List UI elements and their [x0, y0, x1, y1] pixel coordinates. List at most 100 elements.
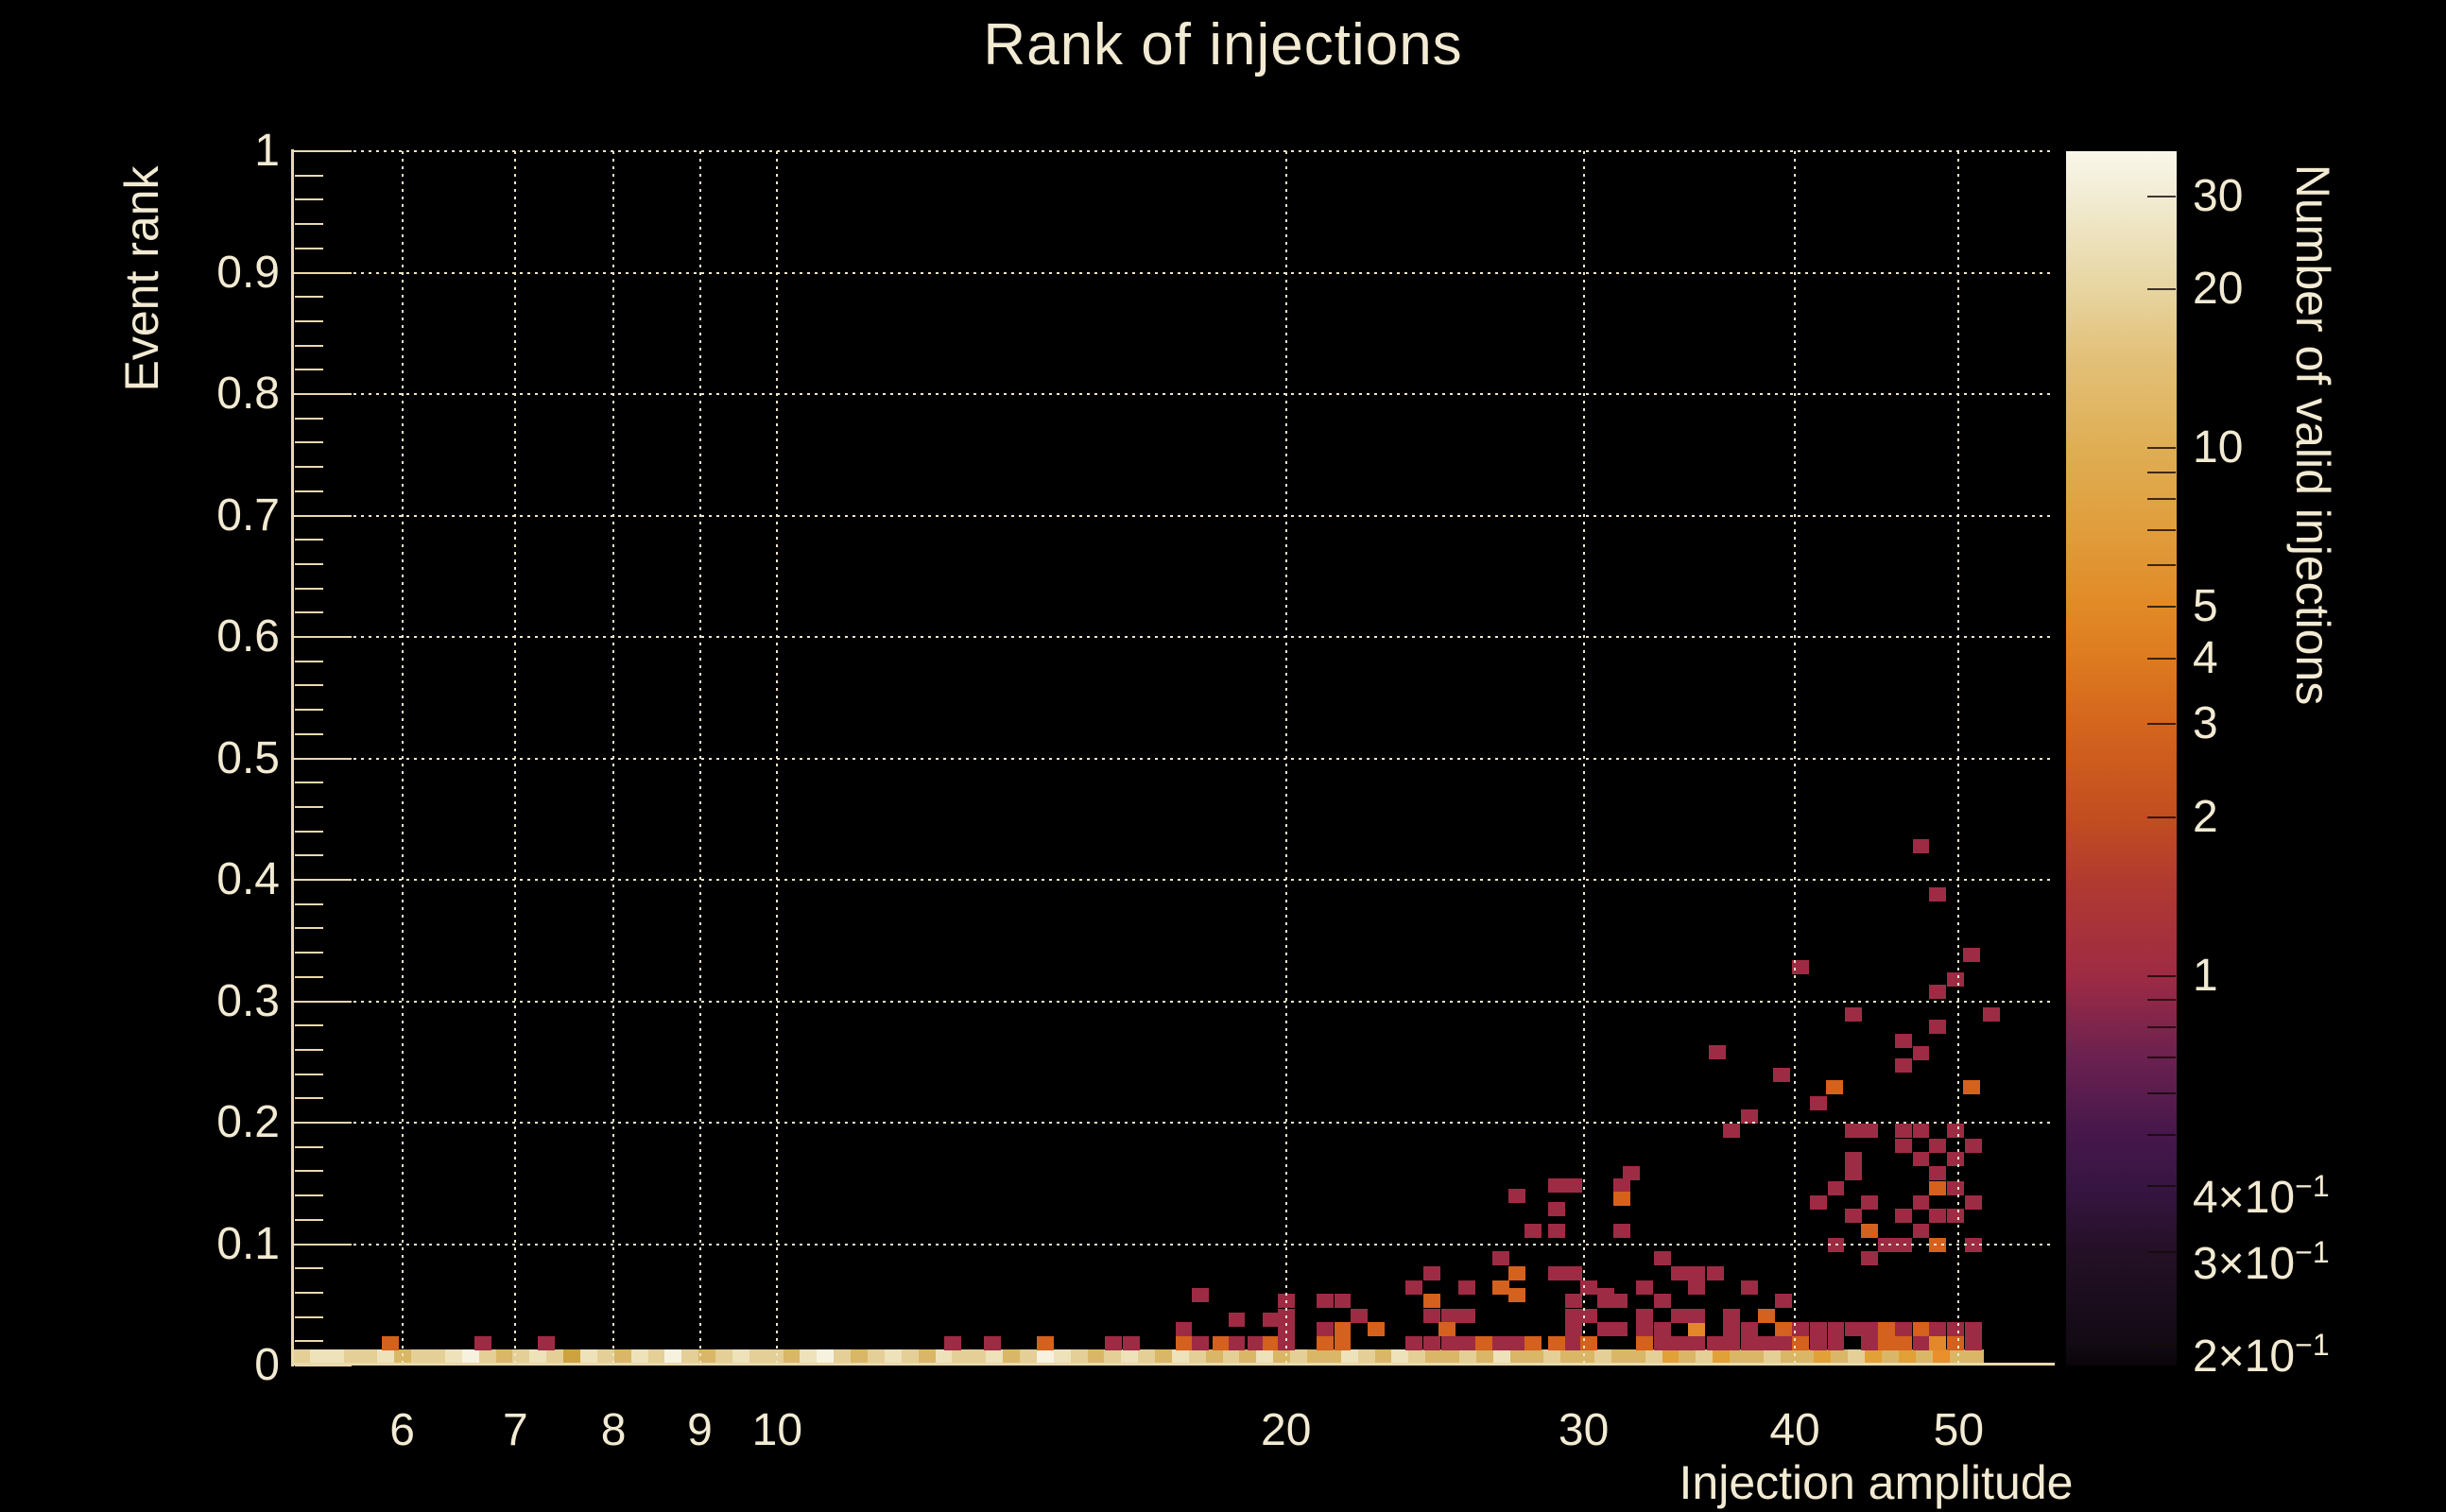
heatmap-cell	[1791, 960, 1809, 975]
heatmap-cell	[1175, 1336, 1193, 1351]
heatmap-cell	[1947, 1209, 1965, 1224]
bottom-row-bin	[377, 1349, 395, 1363]
heatmap-cell	[1613, 1223, 1630, 1238]
heatmap-cell	[1895, 1058, 1913, 1074]
bottom-row-bin	[1882, 1349, 1900, 1363]
colorbar-tick-label: 2	[2193, 791, 2218, 842]
colorbar-title: Number of valid injections	[2286, 163, 2339, 706]
bottom-row-bin	[1848, 1349, 1866, 1363]
heatmap-cell	[1611, 1294, 1628, 1309]
heatmap-cell	[1723, 1336, 1741, 1351]
bottom-row-bin	[1188, 1349, 1207, 1363]
bottom-row-bin	[851, 1349, 869, 1363]
bottom-row-bin	[1290, 1349, 1308, 1363]
y-minor-tick	[295, 1097, 323, 1100]
heatmap-cell	[1912, 838, 1930, 853]
heatmap-cell	[1929, 1321, 1947, 1336]
colorbar-tick-label: 1	[2193, 950, 2218, 1001]
y-minor-tick	[295, 1170, 323, 1173]
bottom-row-bin	[1966, 1349, 1984, 1363]
x-axis-title: Injection amplitude	[1679, 1456, 2074, 1509]
bottom-row-bin	[1645, 1349, 1663, 1363]
heatmap-cell	[1861, 1124, 1879, 1139]
bottom-row-bin	[1628, 1349, 1646, 1363]
heatmap-cell	[1947, 1321, 1965, 1336]
y-minor-tick	[295, 174, 323, 177]
heatmap-cell	[1248, 1336, 1265, 1351]
y-major-tick	[295, 879, 352, 881]
heatmap-cell	[1741, 1336, 1758, 1351]
heatmap-cell	[1895, 1321, 1913, 1336]
heatmap-cell	[1611, 1321, 1628, 1336]
bottom-row-bin	[411, 1349, 429, 1363]
heatmap-cell	[1775, 1336, 1793, 1351]
heatmap-cell	[1508, 1287, 1526, 1302]
heatmap-cell	[1636, 1308, 1654, 1323]
chart-title: Rank of injections	[983, 12, 1463, 77]
bottom-row-bin	[1239, 1349, 1257, 1363]
bottom-row-bin	[1780, 1349, 1799, 1363]
bottom-row-bin	[1425, 1349, 1443, 1363]
colorbar-tick	[2147, 1344, 2176, 1347]
bottom-row-bin	[428, 1349, 446, 1363]
colorbar-tick	[2147, 974, 2176, 977]
colorbar-tick-label: 2×10−1	[2193, 1328, 2330, 1383]
y-minor-tick	[295, 1073, 323, 1075]
bottom-row-bin	[1746, 1349, 1765, 1363]
heatmap-cell	[1441, 1308, 1458, 1323]
heatmap-cell	[1912, 1336, 1930, 1351]
bottom-row-bin	[766, 1349, 784, 1363]
y-tick-label: 0	[254, 1340, 280, 1390]
bottom-row-bin	[1543, 1349, 1561, 1363]
y-minor-tick	[295, 1267, 323, 1270]
bottom-row-bin	[1256, 1349, 1274, 1363]
colorbar-tick	[2147, 471, 2176, 473]
heatmap-cell	[1964, 1336, 1982, 1351]
heatmap-cell	[1895, 1209, 1913, 1224]
y-minor-tick	[295, 417, 323, 420]
heatmap-cell	[1458, 1280, 1476, 1296]
colorbar-tick-label: 4×10−1	[2193, 1169, 2330, 1224]
bottom-row-bin	[1155, 1349, 1173, 1363]
bottom-row-bin	[935, 1349, 954, 1363]
heatmap-cell	[1877, 1238, 1895, 1253]
bottom-row-bin	[1357, 1349, 1376, 1363]
heatmap-cell	[474, 1336, 492, 1351]
y-gridline	[293, 1243, 2051, 1246]
bottom-row-bin	[309, 1349, 328, 1363]
heatmap-cell	[1547, 1223, 1565, 1238]
bottom-row-bin	[326, 1349, 345, 1363]
bottom-row-bin	[1087, 1349, 1105, 1363]
y-gridline	[293, 393, 2051, 395]
bottom-row-bin	[580, 1349, 598, 1363]
bottom-row-bin	[1138, 1349, 1156, 1363]
heatmap-cell	[1827, 1336, 1845, 1351]
heatmap-cell	[1861, 1195, 1879, 1211]
heatmap-cell	[1508, 1265, 1526, 1280]
colorbar-tick-label: 30	[2193, 170, 2244, 221]
y-minor-tick	[295, 830, 323, 833]
heatmap-cell	[537, 1336, 555, 1351]
bottom-row-bin	[1932, 1349, 1951, 1363]
bottom-row-bin	[563, 1349, 581, 1363]
bottom-row-bin	[1696, 1349, 1714, 1363]
heatmap-cell	[1861, 1321, 1879, 1336]
bottom-row-bin	[1458, 1349, 1477, 1363]
y-tick-label: 1	[254, 126, 280, 176]
heatmap-cell	[1983, 1007, 2001, 1022]
y-minor-tick	[295, 223, 323, 226]
bottom-row-bin	[495, 1349, 514, 1363]
y-major-tick	[295, 1122, 352, 1124]
heatmap-cell	[1036, 1336, 1054, 1351]
bottom-row-bin	[1713, 1349, 1731, 1363]
bottom-row-bin	[630, 1349, 649, 1363]
bottom-row-bin	[1730, 1349, 1748, 1363]
bottom-row-bin	[1492, 1349, 1511, 1363]
heatmap-cell	[1912, 1124, 1930, 1139]
y-minor-tick	[295, 441, 323, 444]
heatmap-cell	[1565, 1336, 1583, 1351]
bottom-row-bin	[1053, 1349, 1072, 1363]
bottom-row-bin	[1171, 1349, 1190, 1363]
heatmap-cell	[1613, 1178, 1630, 1194]
heatmap-cell	[1895, 1034, 1913, 1049]
